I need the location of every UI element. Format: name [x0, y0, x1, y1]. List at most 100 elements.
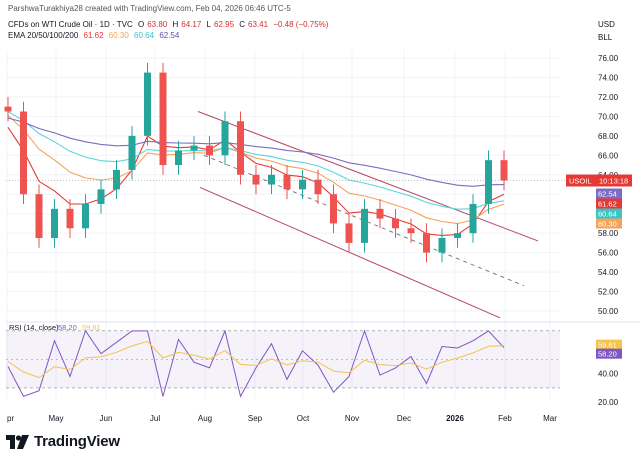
candle-28	[438, 228, 446, 263]
ema50-line	[7, 115, 505, 225]
time-tick-2: Jun	[100, 414, 113, 423]
candle-9	[144, 62, 151, 146]
candle-body-0	[4, 106, 12, 112]
ema50-tag-bg	[596, 218, 622, 229]
ohlc-close-value: 63.41	[248, 20, 269, 29]
ohlc-high-label: H	[172, 20, 179, 29]
candle-13	[206, 135, 213, 166]
ema-legend: EMA 20/50/100/200 61.62 60.30 60.64 62.5…	[8, 31, 182, 40]
candle-body-4	[66, 208, 74, 229]
candle-5	[82, 194, 89, 239]
currency-label: USD	[598, 20, 615, 29]
rsi-tick-1: 40.00	[598, 370, 619, 379]
candle-body-8	[128, 135, 136, 170]
candle-body-14	[221, 121, 229, 156]
ema20-tag-bg	[596, 198, 622, 209]
ohlc-low-value: 62.95	[214, 20, 235, 29]
ema20-line	[7, 126, 505, 236]
price-tick-11: 72.00	[598, 93, 619, 102]
price-tick-4: 58.00	[598, 229, 619, 238]
candle-11	[175, 140, 182, 175]
candle-body-12	[190, 145, 198, 151]
time-tick-9: 2026	[446, 414, 464, 423]
candle-body-28	[438, 238, 446, 253]
time-tick-7: Nov	[345, 414, 359, 423]
candle-12	[190, 135, 198, 161]
candle-22	[345, 213, 353, 253]
candle-21	[330, 184, 337, 234]
time-tick-10: Feb	[498, 414, 512, 423]
candle-body-29	[454, 233, 461, 239]
rsi-label-ma: 59.61	[82, 323, 101, 332]
candle-body-25	[392, 218, 399, 229]
ema-label: EMA 20/50/100/200	[8, 31, 79, 40]
candle-body-23	[361, 208, 368, 243]
price-tick-13: 76.00	[598, 54, 619, 63]
symbol-tag-bg	[566, 174, 596, 187]
candle-2	[35, 184, 43, 248]
price-tick-0: 50.00	[598, 307, 619, 316]
rsi-value-tag: 58.20	[598, 350, 617, 359]
candle-26	[407, 218, 415, 243]
candle-25	[392, 208, 399, 239]
symbol-name: CFDs on WTI Crude Oil · 1D · TVC	[8, 20, 133, 29]
price-tick-1: 52.00	[598, 288, 619, 297]
rsi-value-tag-bg	[596, 348, 622, 359]
candle-4	[66, 199, 74, 239]
candle-17	[268, 165, 275, 195]
candle-3	[51, 199, 58, 248]
candle-body-2	[35, 194, 43, 239]
candle-10	[159, 62, 167, 175]
currency-unit-label: BLL	[598, 33, 613, 42]
rsi-line	[7, 329, 505, 398]
candle-body-30	[469, 203, 477, 234]
price-tick-9: 68.00	[598, 132, 619, 141]
ema20-value: 61.62	[83, 31, 104, 40]
ohlc-high-value: 64.17	[181, 20, 202, 29]
channel-lower-line	[199, 186, 501, 319]
candle-body-13	[206, 145, 213, 156]
countdown-tag-bg	[596, 174, 632, 187]
price-tick-8: 66.00	[598, 151, 619, 160]
candle-31	[485, 150, 492, 214]
candle-1	[20, 101, 27, 204]
ema200-tag: 62.54	[598, 190, 617, 199]
candle-14	[221, 111, 229, 166]
time-tick-5: Sep	[248, 414, 263, 423]
rsi-pane: RSI (14, close)58.2059.6120.0040.0060.00…	[6, 321, 640, 407]
candle-body-32	[500, 160, 508, 181]
time-tick-1: May	[48, 414, 63, 423]
credit-text: ParshwaTurakhiya28 created with TradingV…	[8, 4, 291, 13]
candle-body-10	[159, 72, 167, 166]
time-tick-6: Oct	[297, 414, 310, 423]
ema200-value: 62.54	[159, 31, 180, 40]
rsi-ma-tag-bg	[596, 339, 622, 350]
symbol-line: CFDs on WTI Crude Oil · 1D · TVC O 63.80 …	[8, 20, 331, 29]
ema-lines	[7, 111, 505, 236]
candle-body-31	[485, 160, 492, 204]
candle-body-9	[144, 72, 151, 136]
candle-body-18	[283, 174, 291, 190]
candle-body-16	[252, 174, 260, 185]
candle-body-24	[376, 208, 384, 219]
candle-8	[128, 126, 136, 180]
rsi-ma-line	[7, 340, 505, 379]
tradingview-logo-text: TradingView	[34, 433, 120, 450]
ohlc-open-label: O	[138, 20, 145, 29]
candle-7	[113, 160, 120, 200]
candle-24	[376, 199, 384, 229]
ema50-value: 60.30	[108, 31, 129, 40]
chart-credit: ParshwaTurakhiya28 created with TradingV…	[8, 4, 294, 13]
candle-23	[361, 199, 368, 253]
rsi-tick-0: 20.00	[598, 398, 619, 407]
ema200-line	[7, 117, 505, 187]
ohlc-low-label: L	[206, 20, 211, 29]
tradingview-logo[interactable]: TradingView	[6, 433, 120, 450]
candle-32	[500, 150, 508, 191]
price-tick-3: 56.00	[598, 249, 619, 258]
ema100-tag: 60.64	[598, 210, 617, 219]
tradingview-logo-icon	[6, 434, 29, 449]
candle-0	[4, 96, 12, 122]
